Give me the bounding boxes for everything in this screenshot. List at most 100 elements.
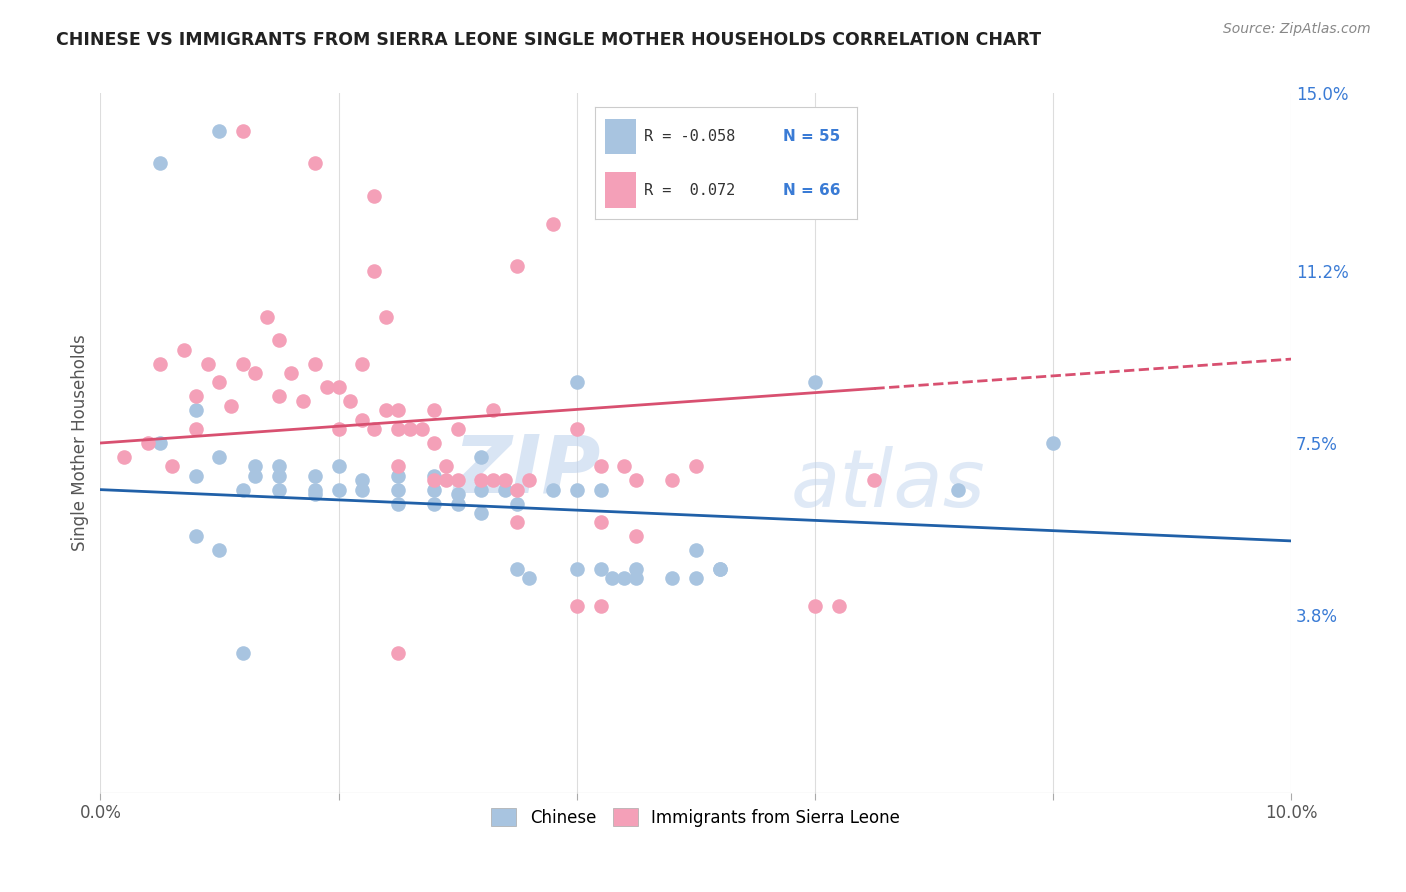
Point	[709, 562, 731, 576]
Point	[232, 357, 254, 371]
Point	[661, 473, 683, 487]
Point	[565, 422, 588, 436]
Point	[517, 571, 540, 585]
Point	[280, 366, 302, 380]
Point	[626, 473, 648, 487]
Point	[363, 263, 385, 277]
Point	[446, 422, 468, 436]
Point	[863, 473, 886, 487]
Point	[626, 562, 648, 576]
Point	[232, 483, 254, 497]
Point	[804, 376, 827, 390]
Point	[387, 468, 409, 483]
Point	[352, 413, 374, 427]
Point	[565, 562, 588, 576]
Point	[387, 483, 409, 497]
Point	[517, 473, 540, 487]
Point	[232, 123, 254, 137]
Point	[208, 543, 231, 558]
Point	[221, 399, 243, 413]
Point	[256, 310, 278, 325]
Point	[352, 473, 374, 487]
Point	[399, 422, 422, 436]
Point	[434, 459, 457, 474]
Point	[267, 389, 290, 403]
Y-axis label: Single Mother Households: Single Mother Households	[72, 334, 89, 551]
Text: CHINESE VS IMMIGRANTS FROM SIERRA LEONE SINGLE MOTHER HOUSEHOLDS CORRELATION CHA: CHINESE VS IMMIGRANTS FROM SIERRA LEONE …	[56, 31, 1042, 49]
Point	[685, 459, 707, 474]
Point	[589, 599, 612, 614]
Point	[506, 562, 529, 576]
Point	[375, 403, 398, 417]
Point	[494, 473, 516, 487]
Point	[470, 483, 492, 497]
Point	[446, 487, 468, 501]
Point	[565, 483, 588, 497]
Point	[470, 506, 492, 520]
Point	[411, 422, 433, 436]
Point	[506, 497, 529, 511]
Point	[197, 357, 219, 371]
Point	[304, 483, 326, 497]
Point	[387, 646, 409, 660]
Point	[589, 459, 612, 474]
Legend: Chinese, Immigrants from Sierra Leone: Chinese, Immigrants from Sierra Leone	[485, 802, 907, 833]
Point	[423, 497, 446, 511]
Point	[482, 403, 505, 417]
Point	[589, 562, 612, 576]
Point	[243, 366, 266, 380]
Point	[304, 468, 326, 483]
Point	[602, 571, 624, 585]
Point	[339, 394, 361, 409]
Point	[482, 473, 505, 487]
Point	[434, 473, 457, 487]
Point	[112, 450, 135, 464]
Point	[685, 543, 707, 558]
Point	[387, 403, 409, 417]
Point	[149, 357, 172, 371]
Point	[423, 483, 446, 497]
Point	[208, 376, 231, 390]
Point	[208, 450, 231, 464]
Point	[423, 473, 446, 487]
Point	[589, 483, 612, 497]
Point	[506, 515, 529, 529]
Point	[423, 436, 446, 450]
Point	[565, 376, 588, 390]
Point	[613, 571, 636, 585]
Point	[184, 529, 207, 543]
Text: Source: ZipAtlas.com: Source: ZipAtlas.com	[1223, 22, 1371, 37]
Point	[267, 459, 290, 474]
Point	[387, 497, 409, 511]
Point	[291, 394, 314, 409]
Point	[184, 468, 207, 483]
Point	[304, 156, 326, 170]
Point	[387, 422, 409, 436]
Point	[363, 422, 385, 436]
Point	[328, 483, 350, 497]
Text: atlas: atlas	[792, 446, 986, 524]
Point	[160, 459, 183, 474]
Point	[208, 123, 231, 137]
Point	[328, 459, 350, 474]
Point	[626, 529, 648, 543]
Point	[470, 450, 492, 464]
Point	[506, 483, 529, 497]
Point	[328, 422, 350, 436]
Point	[267, 483, 290, 497]
Point	[267, 334, 290, 348]
Point	[304, 487, 326, 501]
Point	[613, 459, 636, 474]
Point	[423, 403, 446, 417]
Point	[243, 459, 266, 474]
Point	[661, 571, 683, 585]
Point	[184, 422, 207, 436]
Point	[1042, 436, 1064, 450]
Point	[304, 357, 326, 371]
Point	[243, 468, 266, 483]
Point	[352, 483, 374, 497]
Point	[541, 217, 564, 231]
Point	[173, 343, 195, 357]
Point	[494, 483, 516, 497]
Point	[946, 483, 969, 497]
